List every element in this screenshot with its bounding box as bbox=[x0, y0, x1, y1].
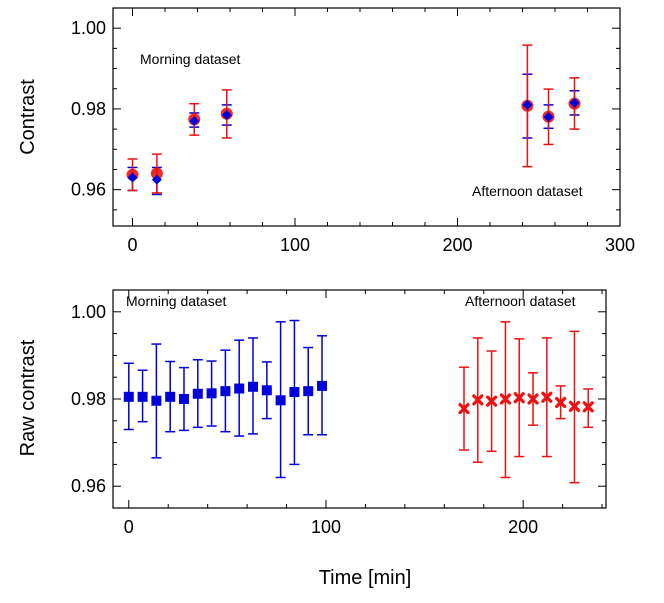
top-x-tick-label: 200 bbox=[442, 235, 472, 255]
bottom-x-tick-label: 200 bbox=[508, 517, 538, 537]
bottom-data-point bbox=[206, 388, 217, 399]
bottom-x-tick-label: 100 bbox=[311, 517, 341, 537]
bottom-data-point bbox=[317, 380, 328, 391]
top-annotation-afternoon: Afternoon dataset bbox=[472, 183, 583, 199]
top-y-ticks: 0.96 0.98 1.00 bbox=[71, 7, 620, 211]
top-x-ticks: 0 100 200 300 bbox=[127, 8, 635, 255]
bottom-data-point bbox=[275, 395, 286, 406]
bottom-data-point bbox=[289, 387, 300, 398]
top-data-point bbox=[151, 174, 162, 185]
top-y-tick-label: 0.98 bbox=[71, 99, 106, 119]
top-x-tick-label: 100 bbox=[280, 235, 310, 255]
bottom-x-axis-label: Time [min] bbox=[319, 567, 412, 589]
bottom-x-tick-label: 0 bbox=[124, 517, 134, 537]
top-data-point bbox=[522, 99, 533, 110]
bottom-data-point bbox=[499, 393, 512, 405]
top-plot-frame bbox=[112, 7, 621, 227]
bottom-y-axis-label: Raw contrast bbox=[17, 339, 39, 456]
bottom-panel-raw-contrast: 0 100 200 0.96 0.98 1.00 Raw contrast Mornin… bbox=[17, 289, 607, 589]
bottom-x-ticks: 0 100 200 bbox=[124, 290, 603, 537]
bottom-data-point bbox=[220, 386, 231, 397]
top-y-tick-label: 0.96 bbox=[71, 180, 106, 200]
top-y-axis-label: Contrast bbox=[17, 79, 39, 155]
top-data-point bbox=[569, 97, 580, 108]
bottom-data-point bbox=[458, 402, 470, 415]
bottom-data-point bbox=[303, 386, 314, 397]
bottom-data-point bbox=[165, 391, 176, 402]
top-x-tick-label: 300 bbox=[605, 235, 635, 255]
bottom-data-point bbox=[472, 394, 484, 406]
top-annotation-morning: Morning dataset bbox=[140, 51, 241, 67]
top-y-tick-label: 1.00 bbox=[71, 18, 106, 38]
bottom-annotation-morning: Morning dataset bbox=[126, 293, 227, 309]
bottom-data-point bbox=[261, 385, 272, 396]
top-data-point bbox=[127, 172, 138, 183]
top-panel-contrast: 0 100 200 300 0.96 0.98 1.00 Contrast Morning… bbox=[17, 7, 635, 255]
bottom-data-point bbox=[151, 395, 162, 406]
bottom-y-ticks: 0.96 0.98 1.00 bbox=[71, 289, 606, 509]
top-data-point bbox=[189, 116, 200, 127]
bottom-data-point bbox=[178, 394, 189, 404]
bottom-data-point bbox=[582, 401, 594, 413]
bottom-annotation-afternoon: Afternoon dataset bbox=[465, 293, 576, 309]
bottom-data-point bbox=[513, 392, 525, 404]
bottom-data-point bbox=[192, 388, 203, 399]
bottom-y-tick-label: 0.98 bbox=[71, 389, 106, 409]
bottom-y-tick-label: 1.00 bbox=[71, 302, 106, 322]
bottom-data-point bbox=[568, 400, 581, 413]
top-data-point bbox=[150, 167, 163, 180]
top-data-point bbox=[543, 112, 554, 122]
bottom-data-point bbox=[527, 393, 539, 405]
bottom-data-point bbox=[486, 395, 498, 407]
bottom-y-tick-label: 0.96 bbox=[71, 476, 106, 496]
bottom-data-point bbox=[234, 383, 245, 394]
top-x-tick-label: 0 bbox=[127, 235, 137, 255]
bottom-data-point bbox=[137, 391, 148, 402]
bottom-data-point bbox=[541, 391, 553, 403]
bottom-data-point bbox=[248, 381, 259, 392]
top-data-marks bbox=[126, 44, 581, 196]
top-data-point bbox=[221, 109, 232, 120]
bottom-data-point bbox=[555, 396, 567, 409]
bottom-data-marks bbox=[123, 319, 594, 484]
bottom-data-point bbox=[123, 391, 134, 402]
